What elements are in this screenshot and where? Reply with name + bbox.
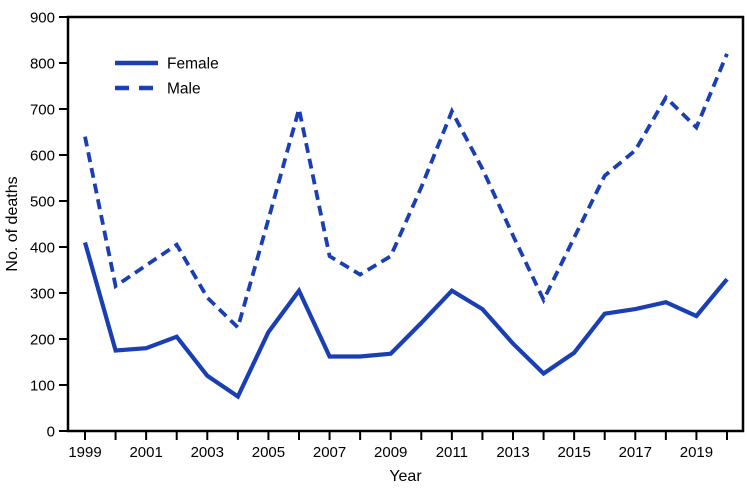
x-axis-tick-label: 2007 (313, 444, 346, 461)
x-axis-tick-label: 2001 (129, 444, 162, 461)
x-axis-tick-label: 2019 (680, 444, 713, 461)
y-axis-tick-label: 800 (30, 56, 55, 73)
plot-area-border (66, 15, 745, 433)
y-axis-tick-label: 0 (47, 424, 55, 441)
y-axis-tick-label: 900 (30, 10, 55, 27)
legend-female-label: Female (167, 56, 219, 73)
x-axis-tick-label: 2011 (436, 444, 468, 461)
x-axis-tick-label: 2015 (557, 444, 590, 461)
y-axis-title: No. of deaths (4, 176, 21, 271)
male-series-line (83, 53, 729, 332)
y-axis-tick-label: 600 (30, 148, 55, 165)
y-axis-tick-label: 300 (30, 286, 55, 303)
y-axis-tick-label: 500 (30, 194, 55, 211)
x-axis-tick-label: 2005 (252, 444, 285, 461)
x-axis-title: Year (389, 468, 422, 485)
y-axis-tick-label: 400 (30, 240, 55, 257)
y-axis-tick-label: 700 (30, 102, 55, 119)
x-axis-tick-label: 2013 (496, 444, 529, 461)
y-axis-tick-label: 100 (30, 378, 55, 395)
x-axis-tick-label: 2003 (191, 444, 224, 461)
x-axis-tick-label: 1999 (68, 444, 101, 461)
legend-male-label: Male (167, 81, 201, 98)
y-axis-tick-label: 200 (30, 332, 55, 349)
female-series-line (82, 241, 729, 400)
x-axis-tick-label: 2009 (374, 444, 407, 461)
x-axis-tick-label: 2017 (619, 444, 652, 461)
